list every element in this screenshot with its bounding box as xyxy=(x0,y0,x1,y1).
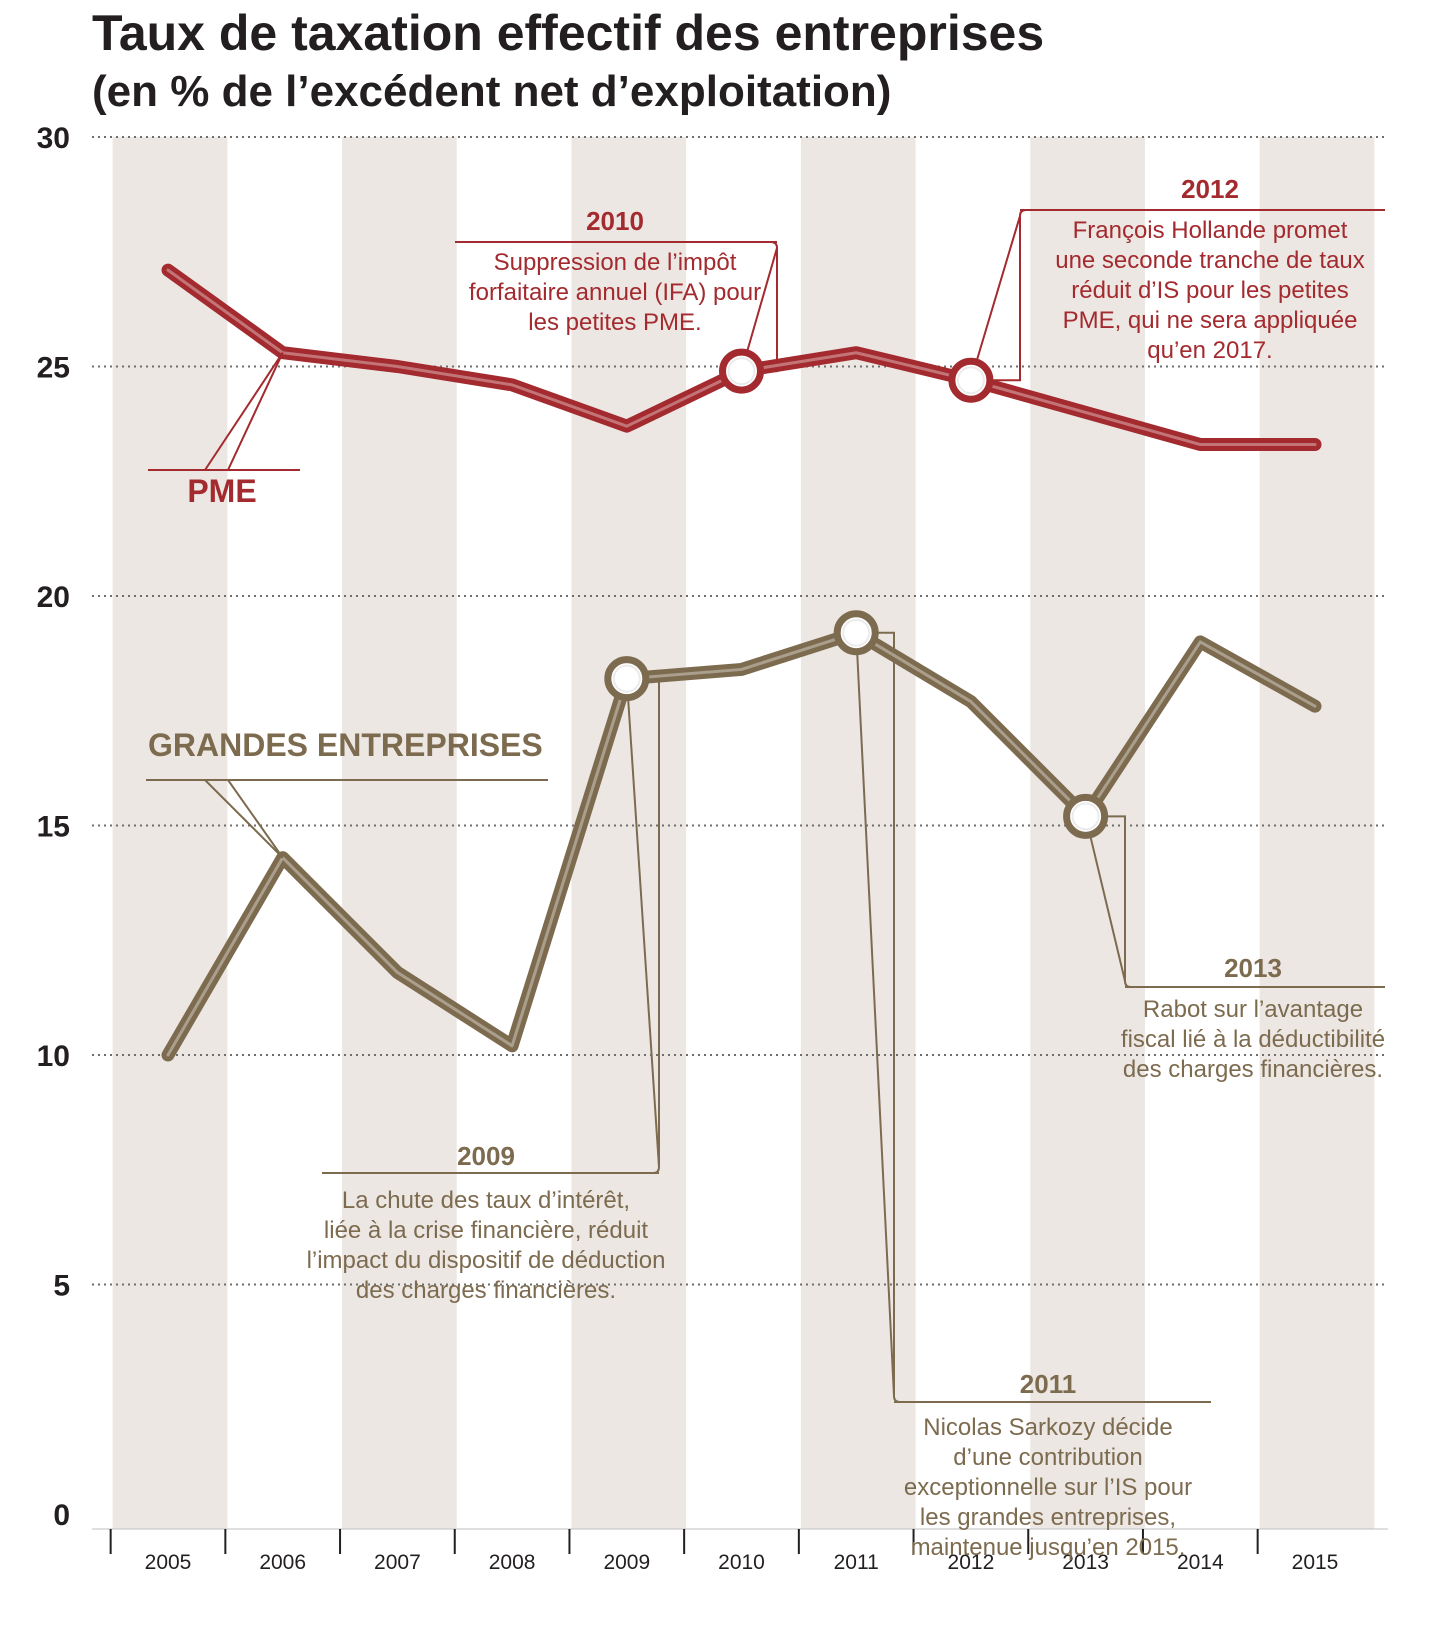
annotation-text-line: Nicolas Sarkozy décide xyxy=(923,1414,1172,1441)
annotation-text-line: François Hollande promet xyxy=(1073,217,1348,244)
y-tick-label: 15 xyxy=(37,811,70,844)
annotation-text-line: Rabot sur l’avantage xyxy=(1143,996,1363,1023)
annotation-leader xyxy=(855,632,895,1397)
x-tick-label: 2012 xyxy=(948,1551,995,1574)
x-tick-label: 2005 xyxy=(145,1551,192,1574)
annotations: 2010 Suppression de l’impôt forfaitaire an… xyxy=(307,174,1386,1561)
annotation-leader xyxy=(1084,816,1126,982)
annotation-marker-inner xyxy=(612,664,641,693)
annotation-marker-inner xyxy=(842,618,871,647)
x-tick-label: 2013 xyxy=(1062,1551,1109,1574)
annotation-leader xyxy=(625,678,660,1168)
series-labels: PME GRANDES ENTREPRISES xyxy=(146,352,548,859)
x-tick-label: 2015 xyxy=(1292,1551,1339,1574)
series-label: PME xyxy=(187,473,256,509)
band-2007 xyxy=(342,137,457,1529)
annotation-text-line: les petites PME. xyxy=(528,309,701,336)
annotation-text-line: l’impact du dispositif de déduction xyxy=(307,1247,666,1274)
annotation-marker-inner xyxy=(1071,802,1100,831)
annotation-text-line: maintenue jusqu’en 2015. xyxy=(911,1534,1186,1561)
gridlines xyxy=(92,136,1388,1286)
x-tick-label: 2006 xyxy=(259,1551,306,1574)
annotation-year: 2009 xyxy=(457,1141,515,1171)
annotation-leaders xyxy=(322,209,1385,1403)
annotation-text-line: qu’en 2017. xyxy=(1147,337,1272,364)
y-tick-label: 30 xyxy=(37,122,70,155)
band-2005 xyxy=(112,137,228,1529)
x-tick-label: 2008 xyxy=(489,1551,536,1574)
series-label-leader xyxy=(227,352,284,471)
y-tick-label: 5 xyxy=(53,1270,70,1303)
x-tick-label: 2011 xyxy=(834,1551,879,1574)
series-line-highlight xyxy=(166,631,1317,1057)
annotation-text-line: PME, qui ne sera appliquée xyxy=(1063,307,1358,334)
annotation-marker-inner xyxy=(956,366,985,395)
y-tick-label: 20 xyxy=(37,581,70,614)
x-tick-label: 2007 xyxy=(374,1551,421,1574)
band-2009 xyxy=(571,137,687,1529)
chart-title: Taux de taxation effectif des entreprise… xyxy=(92,5,1044,61)
y-axis-ticks: 0 5 10 15 20 25 30 xyxy=(37,122,70,1532)
annotation-text-line: La chute des taux d’intérêt, xyxy=(342,1187,630,1214)
annotation-text-line: fiscal lié à la déductibilité xyxy=(1121,1026,1385,1053)
annotation-year: 2010 xyxy=(586,206,644,236)
annotation-text-line: d’une contribution xyxy=(953,1444,1142,1471)
chart-subtitle: (en % de l’excédent net d’exploitation) xyxy=(92,67,891,116)
x-tick-label: 2010 xyxy=(718,1551,765,1574)
annotation-text-line: forfaitaire annuel (IFA) pour xyxy=(469,279,761,306)
annotation-text-line: des charges financières. xyxy=(1123,1056,1383,1083)
annotation-year: 2011 xyxy=(1020,1369,1076,1399)
annotation-markers xyxy=(604,348,1109,839)
annotation-year: 2013 xyxy=(1224,953,1282,983)
annotation-text-line: exceptionnelle sur l’IS pour xyxy=(904,1474,1192,1501)
y-tick-label: 10 xyxy=(37,1040,70,1073)
x-tick-label: 2014 xyxy=(1177,1551,1224,1574)
x-tick-label: 2009 xyxy=(603,1551,650,1574)
series-label-leader xyxy=(204,352,284,471)
series-line-1 xyxy=(161,626,1322,1062)
annotation-text-line: liée à la crise financière, réduit xyxy=(324,1217,648,1244)
y-tick-label: 0 xyxy=(53,1499,70,1532)
series-label-leader xyxy=(204,779,284,859)
annotation-leader xyxy=(969,215,1021,381)
annotation-text-line: une seconde tranche de taux xyxy=(1055,247,1365,274)
annotation-text-line: Suppression de l’impôt xyxy=(494,249,737,276)
annotation-marker-inner xyxy=(727,357,756,386)
annotation-text-line: les grandes entreprises, xyxy=(920,1504,1176,1531)
band-2011 xyxy=(800,137,916,1529)
series-label: GRANDES ENTREPRISES xyxy=(148,727,543,763)
series-label-leader xyxy=(227,779,284,859)
annotation-year: 2012 xyxy=(1181,174,1239,204)
y-tick-label: 25 xyxy=(37,352,70,385)
annotation-text-line: des charges financières. xyxy=(356,1277,616,1304)
x-axis: 2005 2006 2007 2008 2009 2010 2011 2012 2013 2014… xyxy=(92,1528,1388,1574)
annotation-text-line: réduit d’IS pour les petites xyxy=(1071,277,1349,304)
band-2015 xyxy=(1259,137,1375,1529)
